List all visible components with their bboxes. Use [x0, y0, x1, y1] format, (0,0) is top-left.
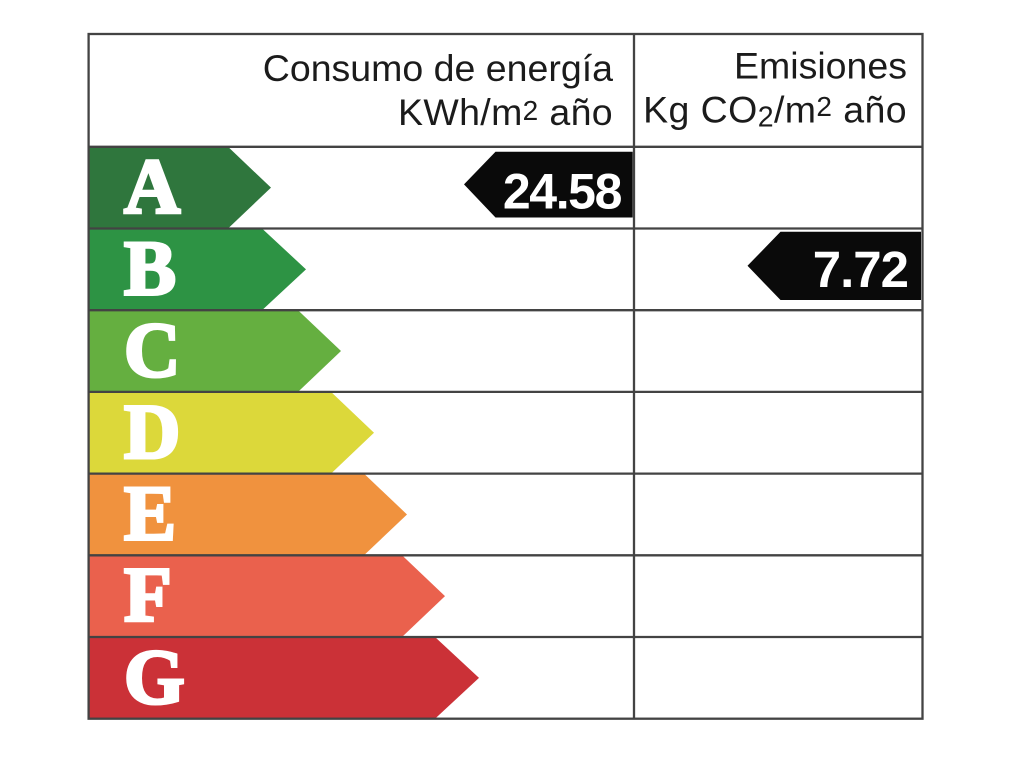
svg-text:A: A	[124, 143, 180, 230]
svg-text:F: F	[124, 551, 172, 638]
svg-text:B: B	[124, 224, 176, 311]
svg-text:C: C	[124, 306, 180, 393]
svg-text:Consumo de energía: Consumo de energía	[263, 47, 613, 89]
svg-text:24.58: 24.58	[503, 163, 622, 219]
svg-text:KWh/m2 año: KWh/m2 año	[398, 91, 613, 133]
svg-text:Emisiones: Emisiones	[734, 45, 907, 87]
svg-text:G: G	[124, 633, 185, 720]
svg-text:E: E	[124, 470, 176, 557]
svg-text:Kg CO2/m2 año: Kg CO2/m2 año	[643, 88, 907, 133]
svg-text:7.72: 7.72	[813, 241, 908, 298]
svg-text:D: D	[124, 388, 180, 475]
